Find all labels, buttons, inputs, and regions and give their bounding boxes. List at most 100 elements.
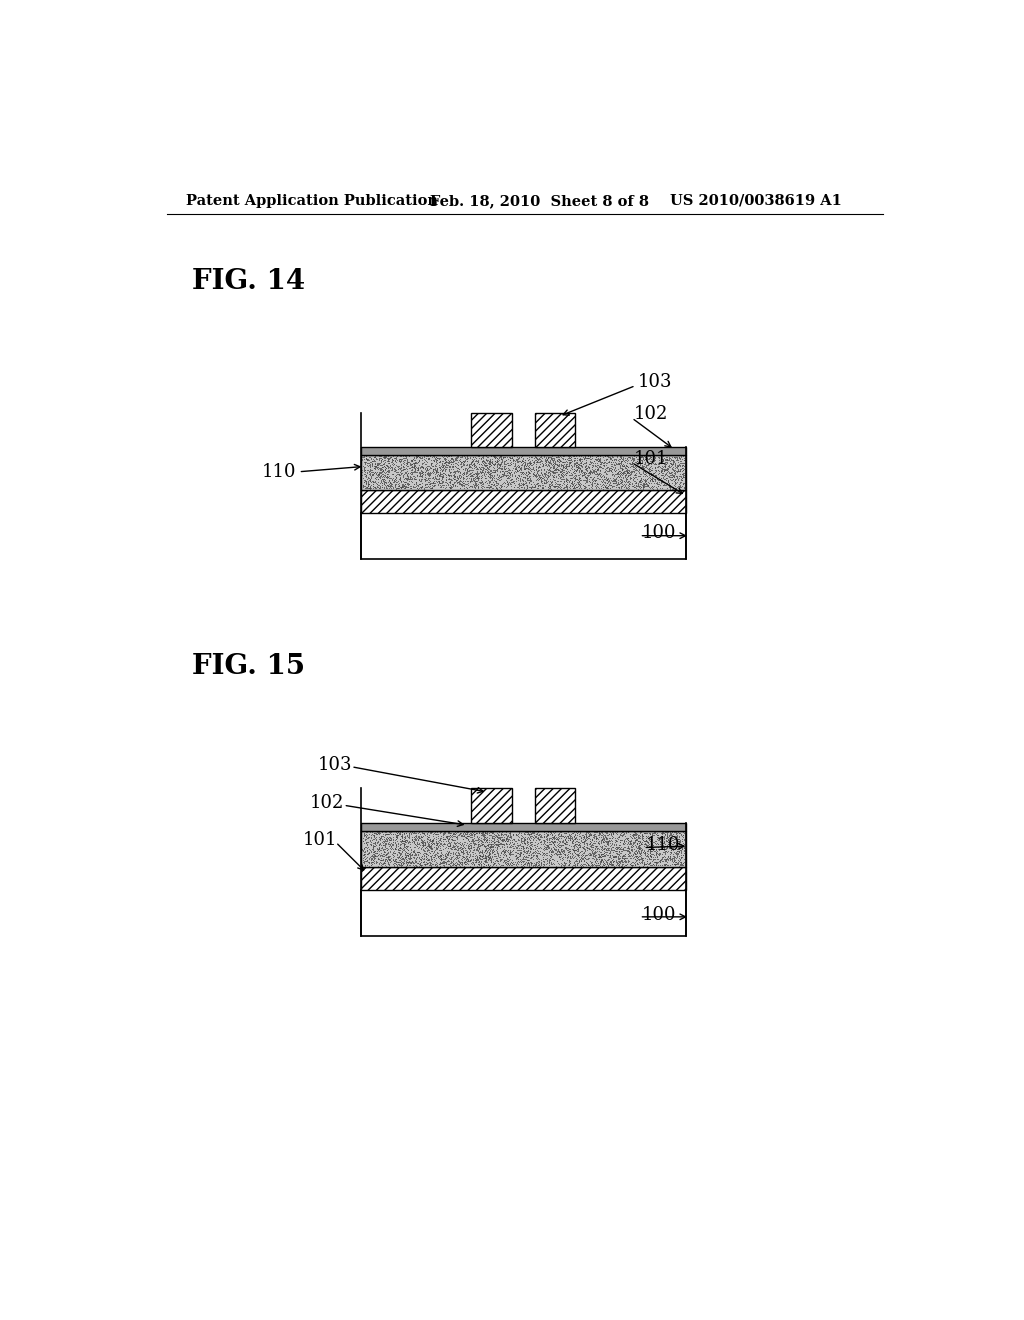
- Point: [425, 842, 441, 863]
- Point: [566, 828, 583, 849]
- Point: [446, 836, 463, 857]
- Point: [411, 825, 427, 846]
- Point: [464, 466, 480, 487]
- Point: [573, 843, 590, 865]
- Point: [440, 445, 457, 466]
- Point: [387, 843, 403, 865]
- Point: [620, 478, 636, 499]
- Point: [572, 449, 589, 470]
- Point: [655, 450, 672, 471]
- Point: [601, 451, 617, 473]
- Point: [511, 822, 527, 843]
- Point: [401, 478, 418, 499]
- Point: [556, 843, 572, 865]
- Point: [514, 471, 530, 492]
- Point: [378, 849, 394, 870]
- Point: [665, 851, 681, 873]
- Point: [636, 853, 652, 874]
- Point: [474, 445, 490, 466]
- Point: [618, 461, 635, 482]
- Point: [513, 459, 529, 480]
- Point: [526, 474, 543, 495]
- Point: [384, 451, 400, 473]
- Point: [396, 469, 413, 490]
- Point: [436, 445, 453, 466]
- Point: [518, 834, 535, 855]
- Point: [622, 845, 638, 866]
- Point: [447, 845, 464, 866]
- Point: [436, 451, 453, 473]
- Point: [379, 447, 395, 469]
- Point: [423, 478, 439, 499]
- Point: [594, 469, 610, 490]
- Point: [541, 459, 557, 480]
- Point: [401, 843, 418, 865]
- Point: [589, 463, 605, 484]
- Point: [595, 829, 611, 850]
- Point: [490, 846, 507, 867]
- Point: [470, 470, 486, 491]
- Point: [374, 477, 390, 498]
- Point: [613, 450, 630, 471]
- Point: [604, 825, 621, 846]
- Point: [573, 824, 590, 845]
- Point: [474, 471, 490, 492]
- Point: [466, 833, 482, 854]
- Point: [676, 478, 692, 499]
- Point: [427, 840, 443, 861]
- Point: [463, 457, 479, 478]
- Point: [502, 841, 518, 862]
- Point: [408, 471, 424, 492]
- Point: [423, 840, 439, 861]
- Point: [630, 451, 646, 473]
- Point: [510, 449, 526, 470]
- Point: [555, 840, 571, 861]
- Point: [387, 850, 403, 871]
- Point: [664, 454, 680, 475]
- Point: [488, 447, 505, 469]
- Point: [635, 449, 651, 470]
- Point: [406, 832, 422, 853]
- Point: [442, 471, 459, 492]
- Point: [554, 847, 570, 869]
- Point: [406, 459, 422, 480]
- Point: [396, 475, 413, 496]
- Point: [656, 474, 673, 495]
- Point: [457, 447, 473, 469]
- Point: [390, 449, 407, 470]
- Point: [544, 465, 560, 486]
- Point: [508, 825, 524, 846]
- Point: [451, 466, 467, 487]
- Point: [645, 822, 662, 843]
- Point: [452, 837, 468, 858]
- Point: [552, 834, 568, 855]
- Point: [550, 829, 566, 850]
- Point: [672, 455, 688, 477]
- Point: [582, 458, 598, 479]
- Point: [425, 463, 441, 484]
- Point: [494, 833, 510, 854]
- Point: [360, 455, 377, 477]
- Point: [563, 447, 580, 469]
- Point: [456, 846, 472, 867]
- Point: [477, 832, 494, 853]
- Point: [472, 847, 488, 869]
- Point: [453, 465, 469, 486]
- Point: [591, 822, 607, 843]
- Point: [594, 840, 610, 861]
- Point: [653, 457, 670, 478]
- Point: [501, 463, 517, 484]
- Text: 102: 102: [634, 405, 669, 422]
- Point: [646, 822, 663, 843]
- Point: [463, 453, 479, 474]
- Point: [428, 459, 444, 480]
- Point: [526, 853, 543, 874]
- Point: [391, 469, 408, 490]
- Point: [642, 450, 658, 471]
- Point: [501, 826, 517, 847]
- Point: [583, 474, 599, 495]
- Point: [453, 457, 469, 478]
- Point: [590, 477, 606, 498]
- Point: [442, 478, 459, 499]
- Point: [498, 458, 514, 479]
